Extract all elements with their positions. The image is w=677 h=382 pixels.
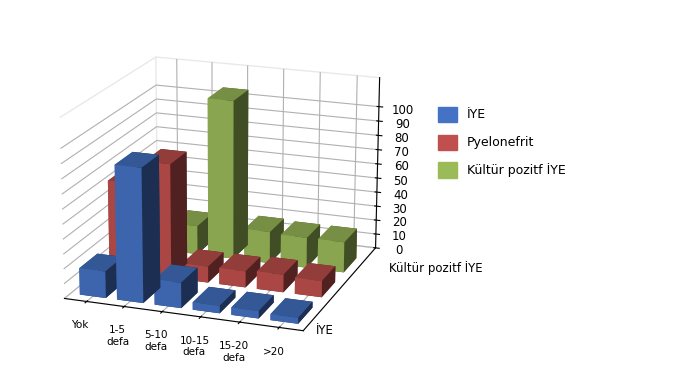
Legend: İYE, Pyelonefrit, Kültür pozitf İYE: İYE, Pyelonefrit, Kültür pozitf İYE (433, 102, 570, 183)
